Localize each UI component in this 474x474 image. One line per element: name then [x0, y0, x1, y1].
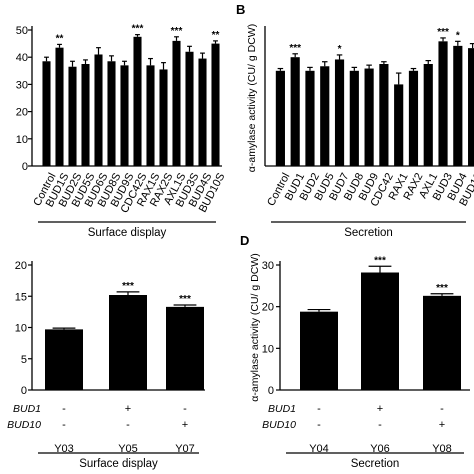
genotype-mark: - — [126, 419, 130, 431]
bar-y04 — [300, 311, 338, 390]
y-tick-label: 0 — [22, 161, 28, 173]
significance-marker: *** — [179, 294, 191, 305]
significance-marker: ** — [56, 33, 64, 44]
genotype-mark: - — [62, 419, 66, 431]
y-axis-label: α-amylase activity (CU/ g DCW) — [249, 253, 261, 401]
chart-panel-0: 01020304050Control**BUD1SBUD2SBUD5SBUD6S… — [16, 24, 228, 239]
x-axis-label: Secretion — [344, 227, 393, 239]
strain-label: Y06 — [370, 443, 390, 455]
significance-marker: *** — [289, 43, 301, 54]
y-tick-label: 10 — [16, 134, 28, 146]
y-tick-label: 0 — [268, 385, 274, 397]
significance-marker: *** — [122, 281, 134, 292]
y-tick-label: 10 — [15, 323, 27, 335]
y-tick-label: 5 — [21, 354, 27, 366]
strain-label: Y07 — [175, 443, 195, 455]
bar-bud9 — [364, 68, 374, 166]
significance-marker: ** — [212, 30, 220, 41]
bar-y07 — [166, 306, 204, 390]
bar-bud8 — [349, 70, 359, 166]
x-axis-label: Surface display — [88, 227, 167, 239]
x-axis-label: Secretion — [351, 458, 400, 470]
bar-bud1 — [290, 57, 300, 167]
y-axis-label: α-amylase activity (CU/ g DCW) — [246, 24, 258, 172]
bar-bud1s — [55, 47, 64, 166]
significance-marker: *** — [171, 26, 183, 37]
genotype-label-bud1: BUD1 — [13, 403, 41, 415]
bar-control — [42, 61, 51, 166]
genotype-mark: + — [125, 403, 131, 415]
bar-bud2s — [68, 66, 77, 166]
significance-marker: *** — [374, 255, 386, 266]
bar-bud4 — [453, 45, 463, 166]
panel-letter: D — [240, 233, 249, 248]
genotype-mark: - — [440, 403, 444, 415]
bar-bud4s — [198, 58, 207, 167]
bar-bud8s — [107, 61, 116, 166]
y-tick-label: 20 — [262, 302, 274, 314]
bar-rax1 — [394, 84, 404, 166]
bar-bud6s — [94, 54, 103, 167]
y-tick-label: 10 — [262, 343, 274, 355]
bar-y06 — [361, 272, 399, 390]
bar-axl1 — [423, 64, 433, 166]
bar-bud9s — [120, 65, 129, 166]
strain-label: Y05 — [118, 443, 138, 455]
bar-rax1s — [146, 65, 155, 166]
significance-marker: * — [338, 44, 342, 55]
y-tick-label: 30 — [16, 79, 28, 91]
y-tick-label: 20 — [15, 260, 27, 272]
bar-bud7 — [334, 59, 345, 166]
genotype-label-bud1: BUD1 — [268, 403, 296, 415]
genotype-label-bud10: BUD10 — [7, 419, 41, 431]
strain-label: Y08 — [432, 443, 452, 455]
strain-label: Y04 — [309, 443, 329, 455]
bar-y05 — [109, 295, 147, 390]
bar-bud2 — [305, 70, 315, 166]
significance-marker: *** — [437, 27, 449, 38]
y-tick-label: 20 — [16, 107, 28, 119]
y-tick-label: 15 — [15, 291, 27, 303]
chart-panel-1: Bα-amylase activity (CU/ g DCW)Control**… — [236, 2, 474, 239]
significance-marker: *** — [132, 24, 144, 35]
genotype-mark: - — [378, 419, 382, 431]
bar-y08 — [423, 295, 461, 390]
chart-panel-2: 0 5 10 15 20 Y03 *** Y05 *** Y07 BUD1 - + - BUD10 - - + Su… — [7, 260, 205, 470]
x-axis-label: Surface display — [79, 458, 158, 470]
strain-label: Y03 — [54, 443, 74, 455]
y-tick-label: 40 — [16, 52, 28, 64]
genotype-mark: - — [317, 419, 321, 431]
significance-marker: *** — [436, 283, 448, 294]
genotype-mark: + — [182, 419, 188, 431]
genotype-mark: + — [439, 419, 445, 431]
bar-bud3 — [438, 41, 448, 167]
bar-bud5s — [81, 64, 90, 166]
bar-bud10 — [468, 48, 474, 167]
chart-panel-3: D 0 10 20 30α-amylase activity (CU/ g DCW) Y0… — [240, 233, 470, 470]
genotype-label-bud10: BUD10 — [262, 419, 296, 431]
bar-axl1s — [172, 40, 181, 166]
bar-y03 — [45, 329, 83, 390]
genotype-mark: - — [62, 403, 66, 415]
bar-bud5 — [320, 66, 330, 166]
bar-cdc42s — [133, 36, 142, 166]
bar-cdc42 — [379, 64, 389, 166]
significance-marker: * — [456, 30, 460, 41]
bar-bud3s — [185, 51, 194, 167]
y-tick-label: 30 — [262, 260, 274, 272]
bar-control — [275, 70, 285, 166]
y-tick-label: 50 — [16, 25, 28, 37]
genotype-mark: - — [317, 403, 321, 415]
bar-bud10s — [211, 43, 220, 166]
bar-rax2s — [159, 69, 168, 166]
y-tick-label: 0 — [21, 385, 27, 397]
genotype-mark: + — [377, 403, 383, 415]
genotype-mark: - — [183, 403, 187, 415]
panel-letter: B — [236, 2, 245, 17]
bar-rax2 — [408, 70, 419, 166]
